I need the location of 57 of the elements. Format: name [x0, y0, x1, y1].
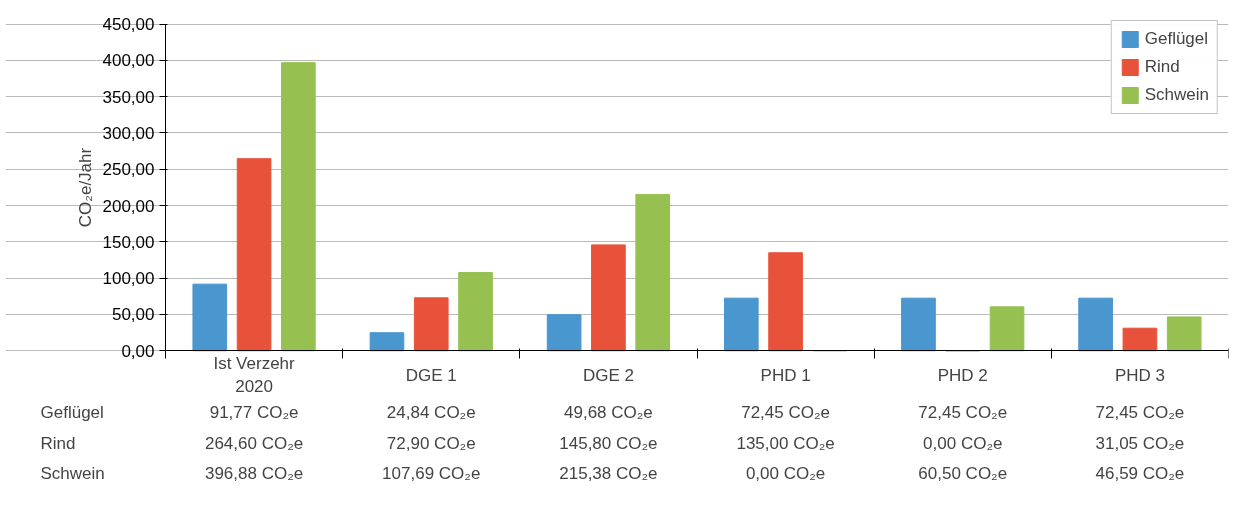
legend-label: Rind: [1144, 57, 1180, 77]
y-tick-label: 50,00: [111, 305, 155, 325]
data-label: 0,00 CO₂e: [745, 463, 826, 483]
data-label: 135,00 CO₂e: [736, 433, 835, 453]
data-label: 145,80 CO₂e: [559, 433, 658, 453]
bar: [989, 306, 1025, 352]
y-tick-label: 150,00: [102, 232, 155, 252]
bar: [236, 158, 272, 352]
data-label: 396,88 CO₂e: [204, 463, 304, 483]
bar: [192, 283, 228, 352]
y-axis-title: CO₂e/Jahr: [75, 147, 95, 228]
text: Geflügel: [40, 403, 104, 423]
text: Schwein: [40, 463, 105, 483]
data-label: 72,45 CO₂e: [741, 403, 830, 423]
data-label: 72,90 CO₂e: [386, 433, 476, 453]
data-label: 31,05 CO₂e: [1095, 433, 1185, 453]
data-label: 0,00 CO₂e: [923, 433, 1003, 453]
legend-label: Schwein: [1144, 85, 1209, 105]
bar: [413, 297, 449, 352]
y-tick-label: 400,00: [102, 51, 155, 71]
bar: [635, 193, 671, 352]
data-label: 24,84 CO₂e: [386, 403, 476, 423]
data-label: 72,45 CO₂e: [1095, 403, 1185, 423]
bar: [768, 252, 803, 352]
text: Rind: [40, 433, 76, 453]
y-tick-label: 300,00: [102, 123, 155, 143]
bar: [281, 62, 316, 352]
bar: [591, 244, 626, 352]
bar: [901, 297, 936, 352]
x-tick-label: DGE 1: [405, 365, 457, 385]
bar: [369, 332, 405, 352]
y-tick-label: 200,00: [102, 196, 155, 216]
data-label: 72,45 CO₂e: [918, 403, 1008, 423]
data-label: 107,69 CO₂e: [382, 463, 481, 483]
bar: [1122, 327, 1158, 352]
bar: [723, 297, 759, 352]
x-tick-label: PHD 2: [937, 365, 988, 385]
bar: [546, 314, 582, 352]
y-tick-label: 350,00: [102, 87, 155, 107]
x-tick-label: DGE 2: [582, 365, 634, 385]
data-label: 264,60 CO₂e: [204, 433, 304, 453]
x-tick-label: Ist Verzehr 2020: [213, 354, 296, 396]
data-label: 49,68 CO₂e: [564, 403, 653, 423]
x-tick-label: PHD 3: [1114, 365, 1165, 385]
y-tick-label: 250,00: [102, 160, 155, 180]
data-label: 91,77 CO₂e: [209, 403, 299, 423]
y-tick-label: 450,00: [102, 15, 155, 35]
data-label: 46,59 CO₂e: [1095, 463, 1185, 483]
bar: [1078, 297, 1113, 352]
bar: [458, 272, 493, 352]
y-tick-label: 0,00: [121, 341, 155, 361]
bar: [1166, 316, 1202, 352]
y-tick-label: 100,00: [102, 269, 155, 289]
legend-label: Geflügel: [1144, 29, 1209, 49]
x-tick-label: PHD 1: [760, 365, 811, 385]
data-label: 215,38 CO₂e: [559, 463, 658, 483]
data-label: 60,50 CO₂e: [918, 463, 1008, 483]
